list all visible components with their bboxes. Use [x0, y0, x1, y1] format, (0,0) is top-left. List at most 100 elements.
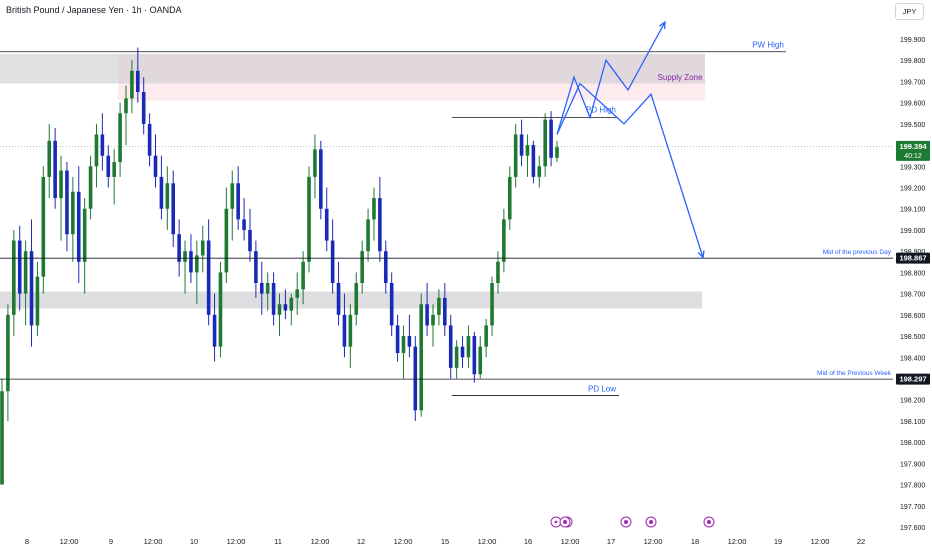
candle-body [513, 134, 518, 177]
price-axis[interactable]: 199.900199.800199.700199.600199.500199.4… [893, 0, 932, 550]
candle [12, 229, 16, 337]
candle [336, 261, 341, 326]
candle [301, 251, 305, 305]
price-label-level [896, 373, 930, 385]
target-icon[interactable] [620, 516, 632, 528]
candle [472, 331, 477, 383]
price-tick-label: 198.400 [900, 355, 925, 362]
candle-body [437, 297, 441, 315]
candle [496, 251, 500, 294]
time-tick-label: 15 [441, 537, 449, 546]
candle [265, 272, 270, 311]
candle [313, 134, 317, 199]
candle [342, 293, 347, 358]
event-icons[interactable] [550, 516, 715, 528]
candle [259, 261, 264, 315]
candle [35, 261, 40, 337]
candle [383, 240, 388, 294]
candle [159, 155, 164, 220]
candle-body [41, 176, 46, 277]
candle-body [82, 208, 87, 262]
candle [431, 304, 435, 347]
candle-body [165, 183, 170, 209]
candle-body [265, 283, 270, 294]
candle-body [53, 140, 57, 199]
candle-body [425, 304, 429, 326]
target-icon[interactable] [703, 516, 715, 528]
target-dot [624, 520, 628, 524]
candle-body [419, 304, 424, 411]
candle [141, 77, 146, 135]
candle-body [413, 346, 418, 411]
candle [29, 219, 34, 347]
price-tick-label: 199.000 [900, 228, 925, 235]
candle [502, 208, 506, 273]
levels: PW High PD High Mid of the previous Day Mid… [0, 41, 893, 396]
candle [372, 187, 376, 241]
price-tick-label: 197.600 [900, 525, 925, 532]
candle-body [324, 208, 329, 241]
candle-body [189, 251, 193, 273]
projection-arrowhead [658, 20, 666, 30]
candle-body [448, 325, 453, 368]
candle-body [183, 251, 187, 262]
time-tick-label: 16 [524, 537, 532, 546]
candle [519, 119, 524, 167]
price-tick-label: 199.200 [900, 186, 925, 193]
candle [254, 240, 258, 298]
lightning-glyph [554, 519, 558, 525]
candle-body [348, 314, 353, 347]
candle-body [443, 297, 447, 326]
candle-body [59, 170, 63, 199]
candle [555, 140, 559, 163]
candle-body [0, 391, 4, 485]
candle-body [195, 255, 199, 273]
candle-body [106, 155, 111, 177]
candle-body [35, 276, 40, 326]
candle-body [17, 240, 22, 294]
price-tick-label: 199.900 [900, 37, 925, 44]
candle-body [555, 147, 559, 158]
candle [490, 276, 494, 337]
candle-body [295, 289, 300, 298]
price-tick-label: 198.000 [900, 440, 925, 447]
time-tick-label: 8 [25, 537, 29, 546]
time-axis[interactable]: 8 12:00 9 12:00 10 12:00 11 12:00 12 12:00 15 12:00… [25, 537, 865, 546]
candle [118, 102, 122, 177]
price-label-last [896, 140, 930, 161]
candle [366, 208, 370, 262]
candle [236, 166, 240, 230]
pw-high-label: PW High [752, 41, 784, 50]
currency-button[interactable]: JPY [895, 3, 924, 20]
time-tick-label: 11 [274, 537, 282, 546]
candle-body [496, 261, 500, 283]
candle-body [29, 251, 34, 326]
candle [82, 198, 87, 294]
candle-body [277, 304, 282, 315]
candle [484, 319, 488, 358]
candle [460, 336, 465, 368]
candle-body [460, 346, 465, 358]
target-dot [563, 520, 567, 524]
candle [271, 272, 276, 326]
price-label-level [896, 252, 930, 264]
price-tick-label: 199.600 [900, 101, 925, 108]
price-tick-label: 198.800 [900, 270, 925, 277]
candle [224, 187, 229, 283]
time-tick-label: 9 [109, 537, 113, 546]
candle [513, 123, 518, 188]
target-icon[interactable] [559, 516, 571, 528]
candle [413, 336, 418, 421]
candle-body [507, 176, 512, 220]
price-tick-label: 198.600 [900, 313, 925, 320]
candle [395, 314, 400, 362]
target-icon[interactable] [645, 516, 657, 528]
candle [307, 166, 311, 273]
candle-body [354, 283, 359, 315]
candle [189, 234, 193, 283]
candle-body [65, 170, 69, 235]
candle-body [454, 346, 459, 368]
candle-body [153, 155, 158, 177]
candle-body [549, 119, 553, 158]
